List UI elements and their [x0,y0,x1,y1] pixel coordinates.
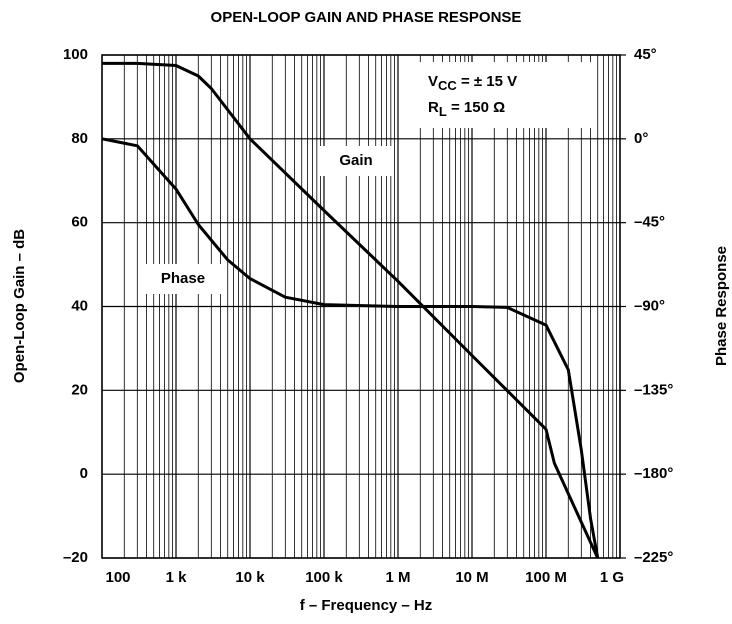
condition-part: = 150 Ω [447,99,505,116]
y-tick-label: 20 [71,381,88,398]
condition-part: = ± 15 V [457,73,517,90]
condition-part: V [428,73,438,90]
y2-tick-label: –225° [634,549,673,566]
y2-tick-label: –180° [634,465,673,482]
y-tick-label: 60 [71,214,88,231]
y-tick-label: 100 [63,46,88,63]
y-tick-label: 80 [71,130,88,147]
y-tick-label: 0 [80,465,88,482]
y2-tick-label: 0° [634,130,648,147]
x-tick-label: 100 M [525,569,567,586]
subscript: L [439,104,447,119]
x-tick-label: 1 k [166,569,188,586]
label-bg [144,264,222,294]
series-label: Phase [161,270,205,287]
y2-tick-label: –90° [634,297,665,314]
x-tick-label: 10 M [455,569,488,586]
label-bg [318,146,394,176]
x-axis-label: f – Frequency – Hz [300,597,433,614]
x-tick-label: 1 M [385,569,410,586]
y2-tick-label: –135° [634,381,673,398]
conditions-box [418,62,596,128]
x-tick-label: 10 k [235,569,265,586]
condition-part: R [428,99,439,116]
x-tick-label: 100 [105,569,130,586]
foreground: 100 1 k 10 k 100 k 1 M 10 M 100 M 1 G –20 0 20 40 60… [63,46,673,586]
y2-tick-label: 45° [634,46,657,63]
y-tick-label: –20 [63,549,88,566]
y-axis-label: Open-Loop Gain – dB [11,229,28,383]
x-tick-label: 100 k [305,569,343,586]
condition: RL = 150 Ω [428,99,505,119]
subscript: CC [438,78,457,93]
y2-axis-label: Phase Response [713,246,730,366]
x-tick-label: 1 G [600,569,624,586]
plot-frame [101,54,621,559]
series-label: Gain [339,152,372,169]
y-tick-label: 40 [71,297,88,314]
series-line [102,61,600,559]
series-line [101,137,600,559]
chart-title: OPEN-LOOP GAIN AND PHASE RESPONSE [211,9,522,26]
y2-tick-label: –45° [634,214,665,231]
condition: VCC = ± 15 V [428,73,517,93]
